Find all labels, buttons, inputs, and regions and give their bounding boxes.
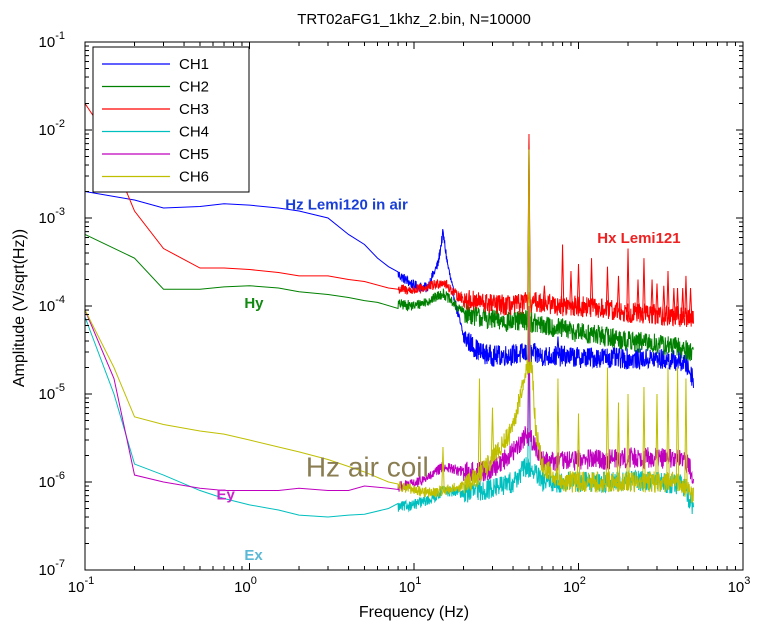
series-spike-ch6-11 [655,393,659,483]
series-spike-ch5-0 [527,305,531,438]
x-tick-label: 103 [728,575,751,596]
y-tick-label: 10-2 [39,118,65,139]
series-spike-ch6-2 [477,378,482,476]
axis-ticks [84,41,744,571]
legend-label-ch3: CH3 [179,101,209,118]
series-spike-ch6-8 [616,402,621,483]
legend-box [92,46,250,193]
series-spike-ch6-0 [527,149,531,368]
x-tick-label: 10-1 [68,575,94,596]
plot-area [84,103,694,518]
legend-label-ch4: CH4 [179,124,209,141]
series-spike-ch6-13 [675,367,680,483]
x-tick-label: 100 [234,575,257,596]
legend-label-ch2: CH2 [179,79,209,96]
series-spike-ch6-14 [684,378,688,490]
series-spike-ch3-8 [626,248,630,313]
y-tick-label: 10-4 [39,294,65,315]
series-spike-ch3-9 [636,279,640,314]
series-spike-ch3-1 [542,285,547,303]
x-tick-label: 102 [563,575,586,596]
annotation-2: Hy [244,295,264,312]
series-spike-ch3-4 [576,263,581,307]
series-line-ch1 [84,191,694,388]
series-line-ch2 [84,234,694,362]
y-tick-label: 10-6 [39,470,65,491]
y-tick-label: 10-3 [39,206,65,227]
series-spike-ch6-10 [642,387,646,483]
legend-label-ch1: CH1 [179,56,209,73]
annotation-0: Hz Lemi120 in air [285,196,408,213]
legend-label-ch6: CH6 [179,169,209,186]
series-spike-ch6-4 [519,389,524,399]
x-axis-label: Frequency (Hz) [359,604,469,621]
series-spike-ch3-19 [688,288,693,318]
legend: CH1 CH2 CH3 CH4 CH5 CH6 [92,46,250,193]
y-tick-label: 10-5 [39,382,65,403]
series-spike-ch3-2 [560,244,565,307]
series-line-ch3 [84,103,694,327]
series-spike-ch3-6 [605,266,610,311]
series-spike-ch6-3 [490,407,495,460]
legend-label-ch5: CH5 [179,146,209,163]
series-spike-ch3-17 [681,288,685,318]
annotation-1: Hx Lemi121 [597,230,680,247]
y-tick-label: 10-1 [39,30,65,51]
series-spike-ch3-16 [675,288,680,318]
series-spike-ch6-1 [441,446,445,491]
series-spike-ch6-7 [605,367,610,483]
series-spike-ch6-9 [626,393,630,483]
series-spike-ch6-5 [556,378,560,479]
chart-title: TRT02aFG1_1khz_2.bin, N=10000 [297,11,531,28]
series-spike-ch3-3 [569,270,573,307]
series-spike-ch3-5 [589,258,594,308]
series-spike-ch3-14 [666,270,670,316]
annotation-4: Ey [216,487,235,504]
annotation-5: Ex [244,547,263,564]
y-tick-label: 10-7 [39,558,65,579]
series-spike-ch6-6 [576,413,581,483]
series-spike-ch3-13 [662,285,666,316]
series-spike-ch6-12 [666,367,670,483]
y-axis-label: Amplitude (V/sqrt(Hz)) [11,229,28,387]
series-spike-ch3-12 [655,283,659,315]
annotation-3: Hz air coil [306,452,429,483]
series-spike-ch3-10 [642,258,646,314]
series-spike-ch3-15 [672,288,676,317]
series-spike-ch3-7 [616,275,621,312]
series-spike-ch3-18 [684,275,688,318]
x-tick-label: 101 [399,575,422,596]
series-spike-ch3-11 [650,279,654,315]
series-spike-ch1-1 [556,336,560,357]
